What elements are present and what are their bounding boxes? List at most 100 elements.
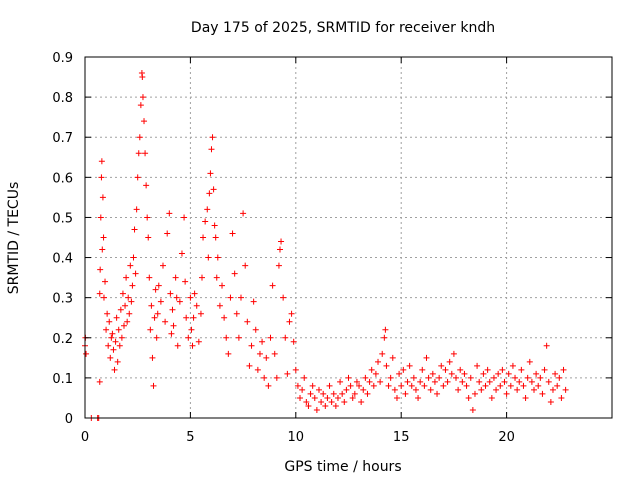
- data-point: [155, 282, 162, 289]
- data-point: [174, 342, 181, 349]
- data-point: [143, 182, 150, 189]
- data-point: [360, 386, 367, 393]
- x-axis-label: GPS time / hours: [284, 459, 401, 475]
- y-tick-label: 0: [65, 412, 73, 427]
- y-tick-label: 0.4: [52, 252, 73, 267]
- data-point: [144, 214, 151, 221]
- data-point: [185, 334, 192, 341]
- data-point: [383, 362, 390, 369]
- data-point: [118, 334, 125, 341]
- data-point: [528, 378, 535, 385]
- data-point: [141, 118, 148, 125]
- data-point: [83, 350, 90, 357]
- data-point: [410, 374, 417, 381]
- data-point: [237, 294, 244, 301]
- data-point: [461, 370, 468, 377]
- data-point: [225, 350, 232, 357]
- data-point: [129, 282, 136, 289]
- grid-lines: [85, 57, 612, 418]
- data-point: [497, 382, 504, 389]
- data-point: [520, 382, 527, 389]
- data-point: [339, 390, 346, 397]
- data-point: [250, 298, 257, 305]
- data-point: [480, 370, 487, 377]
- data-point: [362, 374, 369, 381]
- data-point: [154, 310, 161, 317]
- data-point: [560, 366, 567, 373]
- data-point: [269, 282, 276, 289]
- data-point: [193, 302, 200, 309]
- data-point: [537, 374, 544, 381]
- data-point: [448, 370, 455, 377]
- data-point: [263, 354, 270, 361]
- data-point: [404, 378, 411, 385]
- data-point: [169, 306, 176, 313]
- data-point: [275, 262, 282, 269]
- y-axis-label: SRMTID / TECUs: [6, 182, 22, 295]
- data-point: [423, 354, 430, 361]
- data-point: [377, 378, 384, 385]
- data-point: [210, 186, 217, 193]
- data-point: [166, 210, 173, 217]
- data-point: [431, 378, 438, 385]
- data-point: [114, 358, 121, 365]
- data-point: [159, 262, 166, 269]
- data-point: [267, 334, 274, 341]
- data-point: [326, 382, 333, 389]
- data-point: [205, 254, 212, 261]
- data-point: [417, 378, 424, 385]
- data-point: [459, 378, 466, 385]
- data-point: [512, 374, 519, 381]
- data-point: [240, 210, 247, 217]
- data-point: [128, 298, 135, 305]
- data-point: [412, 386, 419, 393]
- data-point: [133, 206, 140, 213]
- data-point: [524, 374, 531, 381]
- data-point: [235, 334, 242, 341]
- data-point: [191, 290, 198, 297]
- data-point: [501, 378, 508, 385]
- data-point: [139, 94, 146, 101]
- data-point: [427, 386, 434, 393]
- data-point: [130, 254, 137, 261]
- data-point: [507, 382, 514, 389]
- data-point: [370, 382, 377, 389]
- data-point: [195, 338, 202, 345]
- data-point: [126, 310, 133, 317]
- data-point: [248, 342, 255, 349]
- data-point: [219, 282, 226, 289]
- data-point: [216, 302, 223, 309]
- data-point: [549, 386, 556, 393]
- data-point: [135, 150, 142, 157]
- data-point: [265, 382, 272, 389]
- data-point: [147, 326, 154, 333]
- data-point: [97, 214, 104, 221]
- data-point: [284, 370, 291, 377]
- data-point: [535, 382, 542, 389]
- data-point: [556, 374, 563, 381]
- data-point: [286, 318, 293, 325]
- data-point: [139, 74, 146, 81]
- data-point: [330, 390, 337, 397]
- data-point: [372, 370, 379, 377]
- data-point: [110, 346, 117, 353]
- data-point: [119, 290, 126, 297]
- data-point: [469, 406, 476, 413]
- data-point: [486, 378, 493, 385]
- data-point: [465, 394, 472, 401]
- plot-frame: [84, 56, 613, 419]
- data-point: [294, 382, 301, 389]
- x-tick-label: 10: [288, 430, 305, 445]
- data-point: [221, 314, 228, 321]
- data-point: [509, 362, 516, 369]
- data-point: [463, 382, 470, 389]
- data-point: [167, 290, 174, 297]
- data-point: [200, 234, 207, 241]
- data-point: [103, 326, 110, 333]
- data-point: [421, 382, 428, 389]
- data-point: [168, 330, 175, 337]
- data-point: [425, 374, 432, 381]
- data-point: [391, 386, 398, 393]
- data-point: [223, 334, 230, 341]
